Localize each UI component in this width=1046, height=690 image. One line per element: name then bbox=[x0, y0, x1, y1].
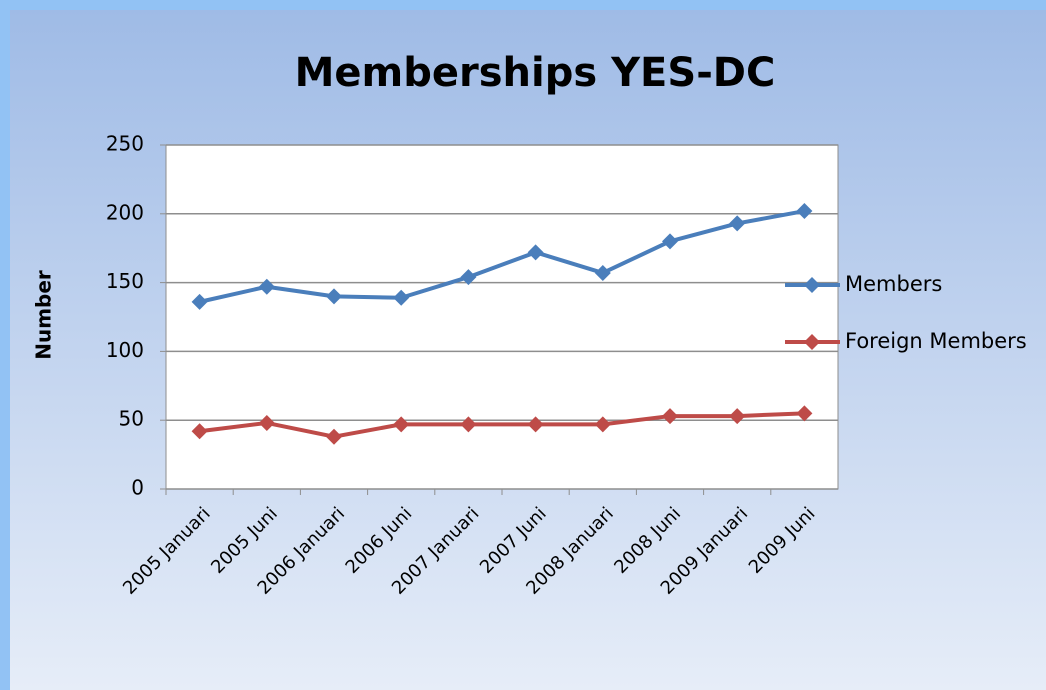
series-line bbox=[199, 411, 805, 439]
legend-label: Foreign Members bbox=[845, 329, 1027, 353]
data-point bbox=[326, 428, 342, 445]
data-point bbox=[393, 289, 410, 306]
data-point bbox=[662, 408, 678, 425]
data-point bbox=[393, 416, 410, 433]
data-point bbox=[326, 288, 342, 305]
chart-title: Memberships YES-DC bbox=[295, 50, 776, 96]
data-point bbox=[594, 416, 611, 433]
data-point bbox=[460, 269, 477, 286]
plot-area bbox=[165, 144, 839, 490]
legend-marker bbox=[804, 277, 820, 293]
series-line bbox=[199, 209, 805, 304]
y-tick-label: 150 bbox=[106, 269, 144, 293]
data-point bbox=[729, 215, 746, 232]
data-point bbox=[460, 416, 477, 433]
data-point bbox=[191, 423, 208, 440]
data-point bbox=[527, 244, 544, 261]
y-tick-label: 200 bbox=[106, 200, 144, 224]
y-axis-label: Number bbox=[32, 270, 56, 360]
data-point bbox=[796, 405, 813, 422]
data-point bbox=[729, 408, 746, 425]
data-point bbox=[258, 414, 275, 431]
data-point bbox=[796, 203, 813, 220]
data-point bbox=[191, 293, 208, 310]
legend-marker bbox=[804, 334, 820, 350]
data-point bbox=[594, 264, 611, 281]
y-tick-label: 50 bbox=[119, 407, 144, 431]
data-point bbox=[527, 416, 544, 433]
y-tick-label: 0 bbox=[131, 476, 144, 500]
data-point bbox=[662, 233, 678, 250]
legend-label: Members bbox=[845, 272, 942, 296]
data-point bbox=[258, 278, 275, 295]
y-tick-label: 100 bbox=[106, 338, 144, 362]
y-tick-label: 250 bbox=[106, 132, 144, 156]
